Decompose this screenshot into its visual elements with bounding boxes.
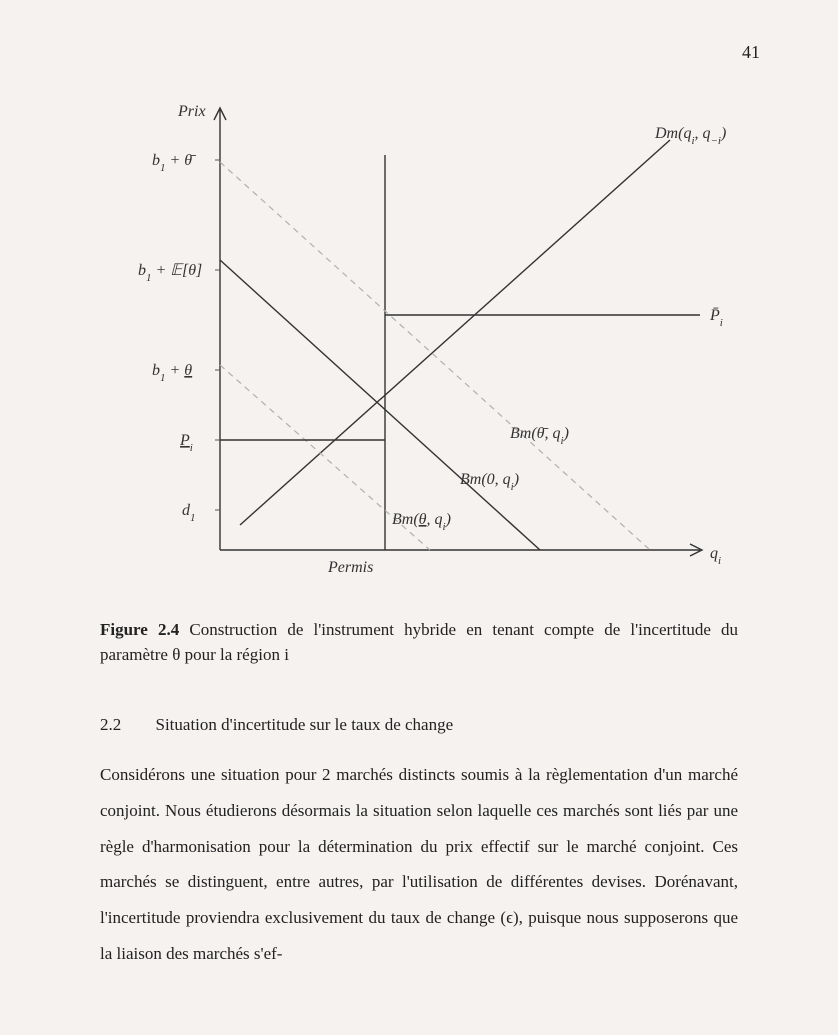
x-axis-label: qi [710,545,721,567]
demand-line [240,140,670,525]
page-number: 41 [742,42,760,63]
body-paragraph: Considérons une situation pour 2 marchés… [100,757,738,971]
section-number: 2.2 [100,715,121,735]
caption-text: Construction de l'instrument hybride en … [100,620,738,664]
label-p-bar: P̄i [709,307,723,329]
y-axis-label: Prix [177,103,206,120]
label-d1: d1 [182,502,196,524]
econ-diagram: Prix qi Permis b1 + θ̄ b1 + 𝔼[θ] b1 + θ … [110,80,750,600]
permis-label: Permis [327,559,373,576]
label-bm-mid: Bm(0, qi) [460,471,519,493]
y-ticks [215,160,220,510]
axes-group: Prix qi Permis [177,103,721,576]
label-bm-low: Bm(θ, qi) [392,511,451,533]
caption-label: Figure 2.4 [100,620,179,639]
label-P-underline: Pi [179,432,193,454]
label-b1-theta-bar: b1 + θ̄ [152,152,196,174]
label-bm-high: Bm(θ̄, qi) [510,425,569,447]
label-b1-E-theta: b1 + 𝔼[θ] [138,262,202,284]
figure-container: Prix qi Permis b1 + θ̄ b1 + 𝔼[θ] b1 + θ … [110,80,768,600]
bm-high-line [220,162,650,550]
section-title: Situation d'incertitude sur le taux de c… [156,715,454,734]
section-heading: 2.2 Situation d'incertitude sur le taux … [100,715,738,735]
page-root: 41 Prix qi Permis [0,0,838,1035]
y-labels: b1 + θ̄ b1 + 𝔼[θ] b1 + θ Pi d1 [138,152,202,524]
figure-caption: Figure 2.4 Construction de l'instrument … [100,618,738,667]
label-b1-theta-low: b1 + θ [152,362,192,384]
